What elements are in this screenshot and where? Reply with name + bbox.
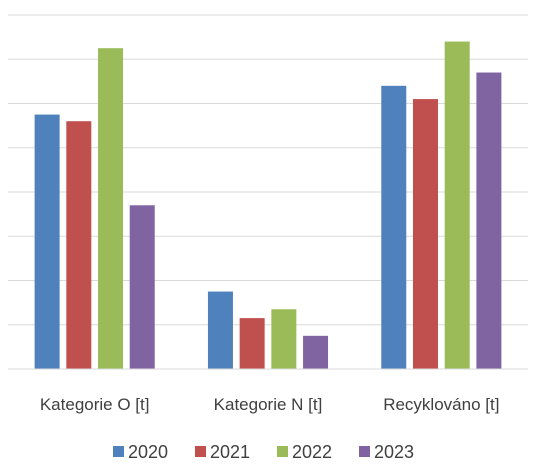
legend-swatch-2022 (277, 446, 288, 457)
bar-2020-3 (381, 85, 407, 370)
bar-2023-3 (476, 72, 502, 370)
bar-2020-2 (207, 291, 233, 369)
bar-2022-1 (98, 48, 124, 369)
legend: 2020 2021 2022 2023 (113, 442, 414, 462)
x-tick-label: Kategorie O [t] (40, 395, 150, 414)
bar-2023-2 (303, 335, 329, 369)
x-axis: Kategorie O [t] Kategorie N [t] Recyklován… (8, 368, 528, 414)
legend-swatch-2021 (195, 446, 206, 457)
bar-2021-2 (239, 318, 265, 369)
bar-2020-1 (34, 114, 60, 369)
legend-swatch-2020 (113, 446, 124, 457)
legend-label-2020: 2020 (128, 442, 168, 462)
bars (34, 41, 502, 370)
x-tick-label: Kategorie N [t] (214, 395, 323, 414)
legend-label-2023: 2023 (374, 442, 414, 462)
x-tick-label: Recyklováno [t] (383, 395, 499, 414)
bar-2022-2 (271, 309, 297, 369)
bar-2023-1 (129, 205, 155, 369)
legend-swatch-2023 (359, 446, 370, 457)
bar-2021-1 (66, 121, 92, 369)
legend-label-2022: 2022 (292, 442, 332, 462)
bar-2022-3 (444, 41, 470, 370)
bar-2021-3 (412, 99, 438, 369)
gridlines (8, 14, 528, 326)
legend-label-2021: 2021 (210, 442, 250, 462)
